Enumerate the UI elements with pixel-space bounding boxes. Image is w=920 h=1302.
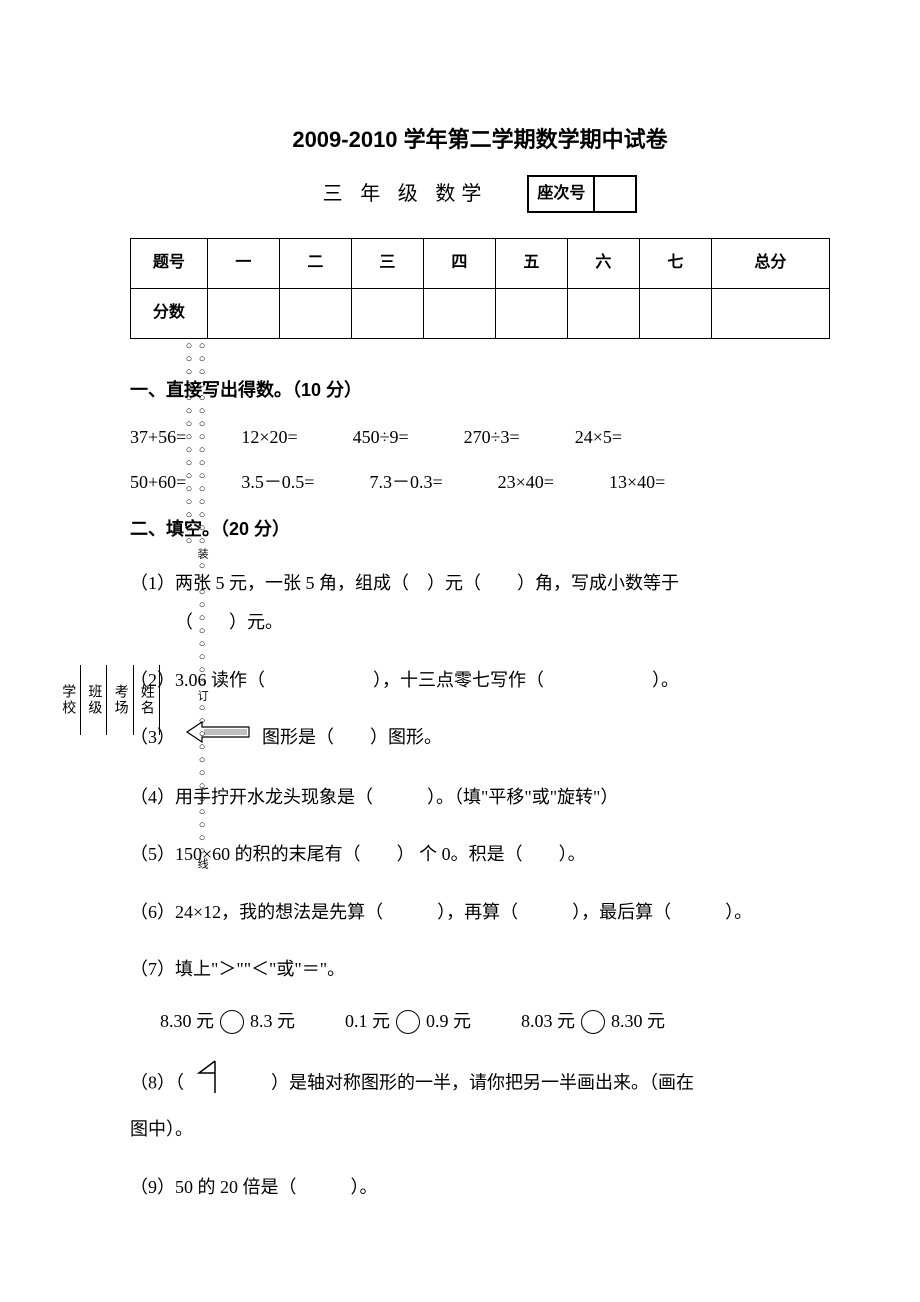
field-exam-room: 考场 — [107, 684, 132, 716]
header-cell: 六 — [567, 239, 639, 289]
circle-blank[interactable] — [396, 1010, 420, 1034]
header-cell: 总分 — [711, 239, 829, 289]
seat-number-box: 座次号 — [527, 175, 637, 214]
question-4: （4）用手拧开水龙头现象是（ ）。（填"平移"或"旋转"） — [130, 778, 830, 818]
compare-item: 8.03 元 8.30 元 — [521, 1002, 665, 1042]
score-cell[interactable] — [711, 289, 829, 339]
score-cell[interactable] — [639, 289, 711, 339]
subtitle: 三 年 级 数学 — [323, 176, 488, 212]
compare-left: 0.1 元 — [345, 1002, 390, 1042]
math-row-1: 37+56= 12×20= 450÷9= 270÷3= 24×5= — [130, 421, 830, 453]
score-table: 题号 一 二 三 四 五 六 七 总分 分数 — [130, 238, 830, 339]
score-cell[interactable] — [207, 289, 279, 339]
field-school: 学校 — [55, 684, 80, 716]
compare-right: 8.30 元 — [611, 1002, 665, 1042]
seat-input[interactable] — [595, 180, 635, 208]
compare-right: 0.9 元 — [426, 1002, 471, 1042]
circle-blank[interactable] — [581, 1010, 605, 1034]
section1-header: 一、直接写出得数。（10 分） — [130, 374, 830, 406]
math-item: 12×20= — [241, 421, 297, 453]
question-6: （6）24×12，我的想法是先算（ ），再算（ ），最后算（ ）。 — [130, 893, 830, 933]
q7-compare-row: 8.30 元 8.3 元 0.1 元 0.9 元 8.03 元 8.30 元 — [130, 1002, 830, 1042]
q8-prefix: （8）（ — [130, 1073, 184, 1093]
header-cell: 二 — [279, 239, 351, 289]
q8-mid: ）是轴对称图形的一半，请你把另一半画出来。（画在 — [235, 1073, 694, 1093]
header-cell: 七 — [639, 239, 711, 289]
header-cell: 题号 — [131, 239, 208, 289]
score-cell[interactable] — [279, 289, 351, 339]
section2-header: 二、填空。（20 分） — [130, 513, 830, 545]
question-1: （1）两张 5 元，一张 5 角，组成（ ）元（ ）角，写成小数等于 （ ）元。 — [130, 564, 830, 643]
math-item: 270÷3= — [464, 421, 520, 453]
page-title: 2009-2010 学年第二学期数学期中试卷 — [130, 120, 830, 160]
binding-line: ○○○○○○○○○○○○○○○○装○○○○○○○○○○订○○○○○○○○○○○○… — [182, 340, 208, 1060]
score-cell[interactable] — [423, 289, 495, 339]
q1-line2: （ ）元。 — [130, 603, 830, 643]
question-7: （7）填上"＞""＜"或"＝"。 8.30 元 8.3 元 0.1 元 0.9 … — [130, 950, 830, 1041]
q1-line1: （1）两张 5 元，一张 5 角，组成（ ）元（ ）角，写成小数等于 — [130, 564, 830, 604]
seat-label: 座次号 — [529, 177, 595, 212]
margin-fields: 姓名 考场 班级 学校 — [55, 340, 160, 1060]
subtitle-row: 三 年 级 数学 座次号 — [130, 175, 830, 214]
compare-item: 0.1 元 0.9 元 — [345, 1002, 471, 1042]
question-2: （2）3.06 读作（ ），十三点零七写作（ ）。 — [130, 661, 830, 701]
math-item: 13×40= — [609, 466, 665, 498]
q7-header: （7）填上"＞""＜"或"＝"。 — [130, 950, 830, 990]
math-item: 23×40= — [498, 466, 554, 498]
question-8: （8）（ ）是轴对称图形的一半，请你把另一半画出来。（画在 图中）。 — [130, 1059, 830, 1149]
score-cell[interactable] — [567, 289, 639, 339]
compare-left: 8.03 元 — [521, 1002, 575, 1042]
question-5: （5）150×60 的积的末尾有（ ） 个 0。积是（ ）。 — [130, 835, 830, 875]
score-cell[interactable] — [495, 289, 567, 339]
math-item: 24×5= — [575, 421, 622, 453]
header-cell: 一 — [207, 239, 279, 289]
flag-icon — [195, 1059, 225, 1110]
field-class: 班级 — [81, 684, 106, 716]
score-cell[interactable] — [351, 289, 423, 339]
header-cell: 五 — [495, 239, 567, 289]
binding-margin: 姓名 考场 班级 学校 ○○○○○○○○○○○○○○○○装○○○○○○○○○○订… — [55, 340, 208, 1060]
field-name: 姓名 — [134, 684, 159, 716]
header-cell: 四 — [423, 239, 495, 289]
math-item: 450÷9= — [353, 421, 409, 453]
math-item: 7.3－0.3= — [369, 466, 442, 498]
question-9: （9）50 的 20 倍是（ ）。 — [130, 1168, 830, 1208]
math-item: 3.5－0.5= — [241, 466, 314, 498]
score-label: 分数 — [131, 289, 208, 339]
circle-blank[interactable] — [220, 1010, 244, 1034]
q3-suffix: 图形是（ ）图形。 — [262, 727, 442, 747]
math-row-2: 50+60= 3.5－0.5= 7.3－0.3= 23×40= 13×40= — [130, 466, 830, 498]
header-cell: 三 — [351, 239, 423, 289]
q8-line2: 图中）。 — [130, 1110, 830, 1150]
compare-right: 8.3 元 — [250, 1002, 295, 1042]
question-3: （3） 图形是（ ）图形。 — [130, 718, 830, 759]
